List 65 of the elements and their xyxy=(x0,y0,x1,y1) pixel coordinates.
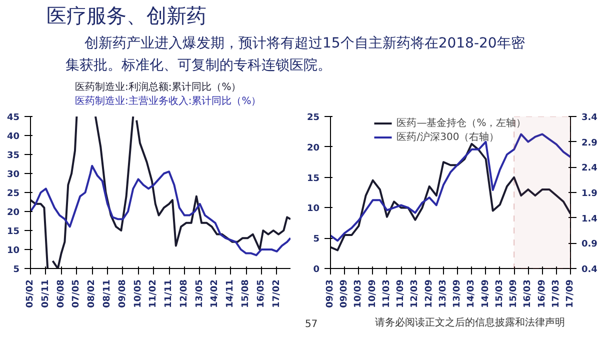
x-tick-label: 08/11 xyxy=(102,279,112,308)
x-tick-label: 15/08 xyxy=(241,279,252,308)
y2-tick-label: 3.4 xyxy=(582,113,598,123)
x-tick-label: 07/05 xyxy=(72,279,82,308)
x-tick-label: 11/03 xyxy=(382,279,392,308)
x-tick-label: 05/11 xyxy=(40,279,51,308)
x-tick-label: 10/09 xyxy=(368,279,378,308)
text: 医药制造业:主营业务收入:累计同比（%） xyxy=(75,94,262,108)
x-tick-label: 15/09 xyxy=(509,279,520,308)
x-tick-label: 12/09 xyxy=(424,279,434,308)
y2-tick-label: 1.4 xyxy=(582,214,598,224)
text: 请务必阅读正文之后的信息披露和法律声明 xyxy=(375,316,566,328)
text: 医药制造业:利润总额:累计同比（%） xyxy=(75,80,242,94)
y2-tick-label: 0.4 xyxy=(582,265,598,275)
x-tick-label: 13/05 xyxy=(194,279,205,308)
y-tick-label: 20 xyxy=(6,208,20,218)
x-tick-label: 12/03 xyxy=(410,279,420,308)
y-tick-label: 30 xyxy=(6,170,20,180)
x-tick-label: 17/09 xyxy=(566,279,576,308)
y2-tick-label: 1.9 xyxy=(582,189,598,199)
y2-tick-label: 2.4 xyxy=(582,164,598,174)
x-tick-label: 12/08 xyxy=(179,279,190,308)
x-tick-label: 16/05 xyxy=(256,279,266,308)
y2-tick-label: 0.9 xyxy=(582,240,598,250)
x-tick-label: 17/02 xyxy=(272,279,282,308)
x-tick-label: 13/03 xyxy=(438,279,448,308)
legend-label: 医药—基金持仓（%，左轴） xyxy=(396,116,526,130)
y-tick-label: 40 xyxy=(6,132,20,142)
x-tick-label: 16/03 xyxy=(523,279,534,308)
y-tick-label: 15 xyxy=(306,174,320,184)
y2-tick-label: 2.9 xyxy=(582,138,598,148)
x-tick-label: 06/08 xyxy=(56,279,66,308)
y-tick-label: 10 xyxy=(306,204,320,214)
x-tick-label: 14/11 xyxy=(226,279,236,308)
legend-label: 医药/沪深300（右轴） xyxy=(396,130,500,144)
y-tick-label: 10 xyxy=(6,246,20,256)
x-tick-label: 11/09 xyxy=(396,279,406,308)
x-tick-label: 09/03 xyxy=(326,279,336,308)
y-tick-label: 45 xyxy=(6,113,20,123)
y-tick-label: 25 xyxy=(306,113,320,123)
x-tick-label: 17/03 xyxy=(551,279,562,308)
x-tick-label: 10/03 xyxy=(354,279,364,308)
x-tick-label: 10/05 xyxy=(133,279,144,308)
x-tick-label: 11/11 xyxy=(164,279,174,308)
y-tick-label: 35 xyxy=(6,151,20,161)
x-tick-label: 14/09 xyxy=(480,279,491,308)
text: 57 xyxy=(304,319,318,330)
y-tick-label: 25 xyxy=(6,189,20,199)
y-tick-label: 0 xyxy=(313,265,320,275)
x-tick-label: 09/09 xyxy=(340,279,350,308)
x-tick-label: 16/09 xyxy=(537,279,548,308)
x-tick-label: 13/09 xyxy=(452,279,463,308)
y-tick-label: 15 xyxy=(6,227,20,237)
text: 创新药产业进入爆发期，预计将有超过15个自主新药将在2018-20年密集获批。标准化、可复制的专科连锁医院。 xyxy=(66,36,525,74)
x-tick-label: 09/08 xyxy=(118,279,128,308)
x-tick-label: 11/02 xyxy=(148,279,159,308)
x-tick-label: 14/02 xyxy=(210,279,220,308)
text: 医疗服务、创新药 xyxy=(46,4,207,28)
x-tick-label: 08/02 xyxy=(87,279,98,308)
x-tick-label: 14/03 xyxy=(466,279,477,308)
y-tick-label: 5 xyxy=(13,265,20,275)
y-tick-label: 20 xyxy=(306,143,320,154)
x-tick-label: 15/03 xyxy=(494,279,505,308)
y-tick-label: 5 xyxy=(313,234,320,245)
x-tick-label: 05/02 xyxy=(26,279,36,308)
